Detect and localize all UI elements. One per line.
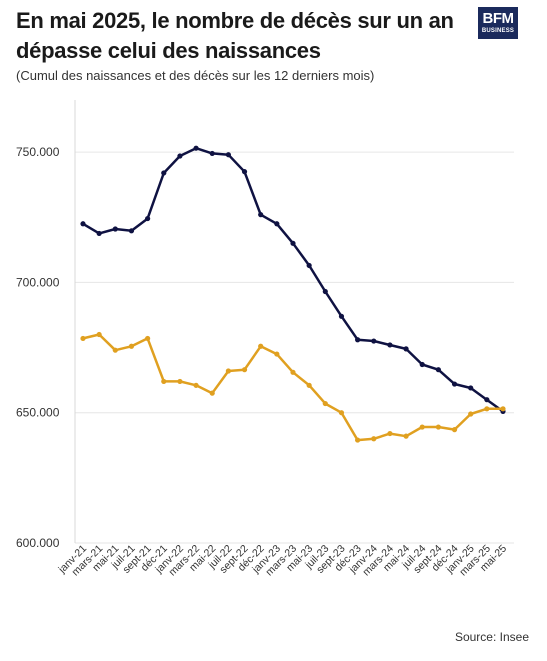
naissances-point	[80, 335, 86, 342]
naissances-point	[419, 424, 425, 430]
logo-line-2: BUSINESS	[481, 28, 515, 34]
naissances-point	[161, 378, 167, 385]
naissances-line	[82, 333, 503, 442]
naissances-point	[241, 367, 248, 373]
deces-point	[80, 221, 86, 227]
deces-point	[451, 381, 458, 387]
naissances-point	[355, 437, 361, 443]
naissances-point	[96, 331, 102, 338]
deces-point	[435, 367, 441, 373]
naissances-point	[225, 368, 231, 374]
deces-point	[306, 262, 312, 269]
naissances-point	[338, 410, 345, 416]
deces-point	[338, 313, 345, 319]
deces-point	[322, 288, 328, 295]
naissances-point	[112, 347, 118, 353]
y-tick-label: 700.000	[16, 275, 60, 289]
deces-point	[403, 346, 409, 352]
chart-title: En mai 2025, le nombre de décès sur un a…	[16, 8, 454, 63]
deces-point	[225, 152, 231, 158]
naissances-point	[387, 430, 393, 437]
naissances-point	[209, 390, 215, 396]
deces-point	[419, 361, 425, 368]
chart-subtitle: (Cumul des naissances et des décès sur l…	[16, 68, 375, 83]
naissances-point	[322, 400, 328, 407]
y-tick-label: 650.000	[16, 406, 60, 420]
bfm-business-logo: BFM BUSINESS	[478, 7, 518, 39]
naissances-point	[468, 411, 474, 417]
naissances-point	[500, 406, 506, 412]
naissances-point	[435, 424, 441, 430]
deces-point	[161, 170, 167, 176]
naissances-point	[306, 382, 312, 388]
naissances-point	[274, 351, 280, 357]
naissances-point	[145, 335, 151, 342]
naissances-point	[177, 378, 183, 385]
deces-point	[371, 338, 377, 344]
y-tick-label: 600.000	[16, 536, 60, 550]
deces-point	[209, 150, 215, 157]
deces-point	[290, 240, 296, 246]
y-tick-label: 750.000	[16, 145, 60, 159]
deces-point	[258, 212, 264, 218]
deces-point	[128, 228, 135, 234]
deces-point	[484, 397, 490, 403]
deces-point	[145, 215, 151, 222]
naissances-point	[484, 406, 490, 412]
deces-point	[355, 337, 361, 343]
deces-point	[112, 226, 118, 232]
deces-point	[387, 342, 393, 348]
deces-point	[468, 385, 474, 391]
logo-line-1: BFM	[482, 10, 515, 27]
deces-point	[241, 169, 248, 175]
naissances-point	[451, 427, 458, 433]
naissances-point	[290, 369, 296, 375]
naissances-point	[258, 343, 264, 349]
deces-point	[96, 230, 102, 237]
naissances-point	[371, 436, 377, 442]
naissances-point	[403, 433, 409, 439]
naissances-point	[128, 343, 135, 349]
naissances-point	[193, 382, 199, 388]
deces-point	[193, 145, 199, 151]
source-note: Source: Insee	[454, 630, 529, 644]
deces-point	[177, 153, 183, 159]
deces-point	[274, 221, 280, 227]
